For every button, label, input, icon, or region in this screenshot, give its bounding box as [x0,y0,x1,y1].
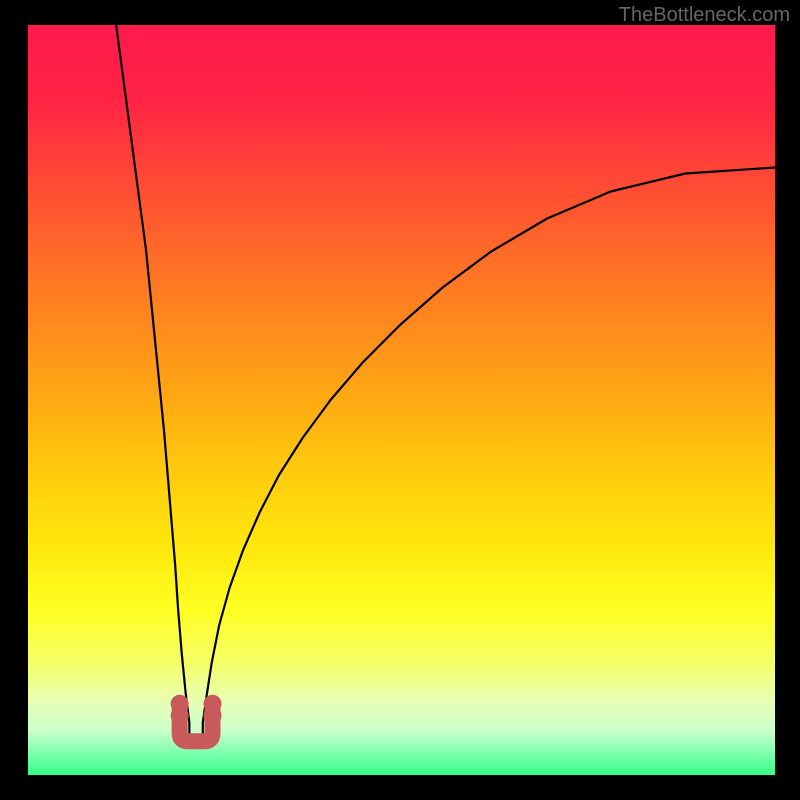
bottleneck-chart-svg [28,25,775,775]
plot-area [28,25,775,775]
watermark-text: TheBottleneck.com [619,4,790,27]
chart-container: TheBottleneck.com [0,0,800,800]
gradient-background [28,25,775,775]
